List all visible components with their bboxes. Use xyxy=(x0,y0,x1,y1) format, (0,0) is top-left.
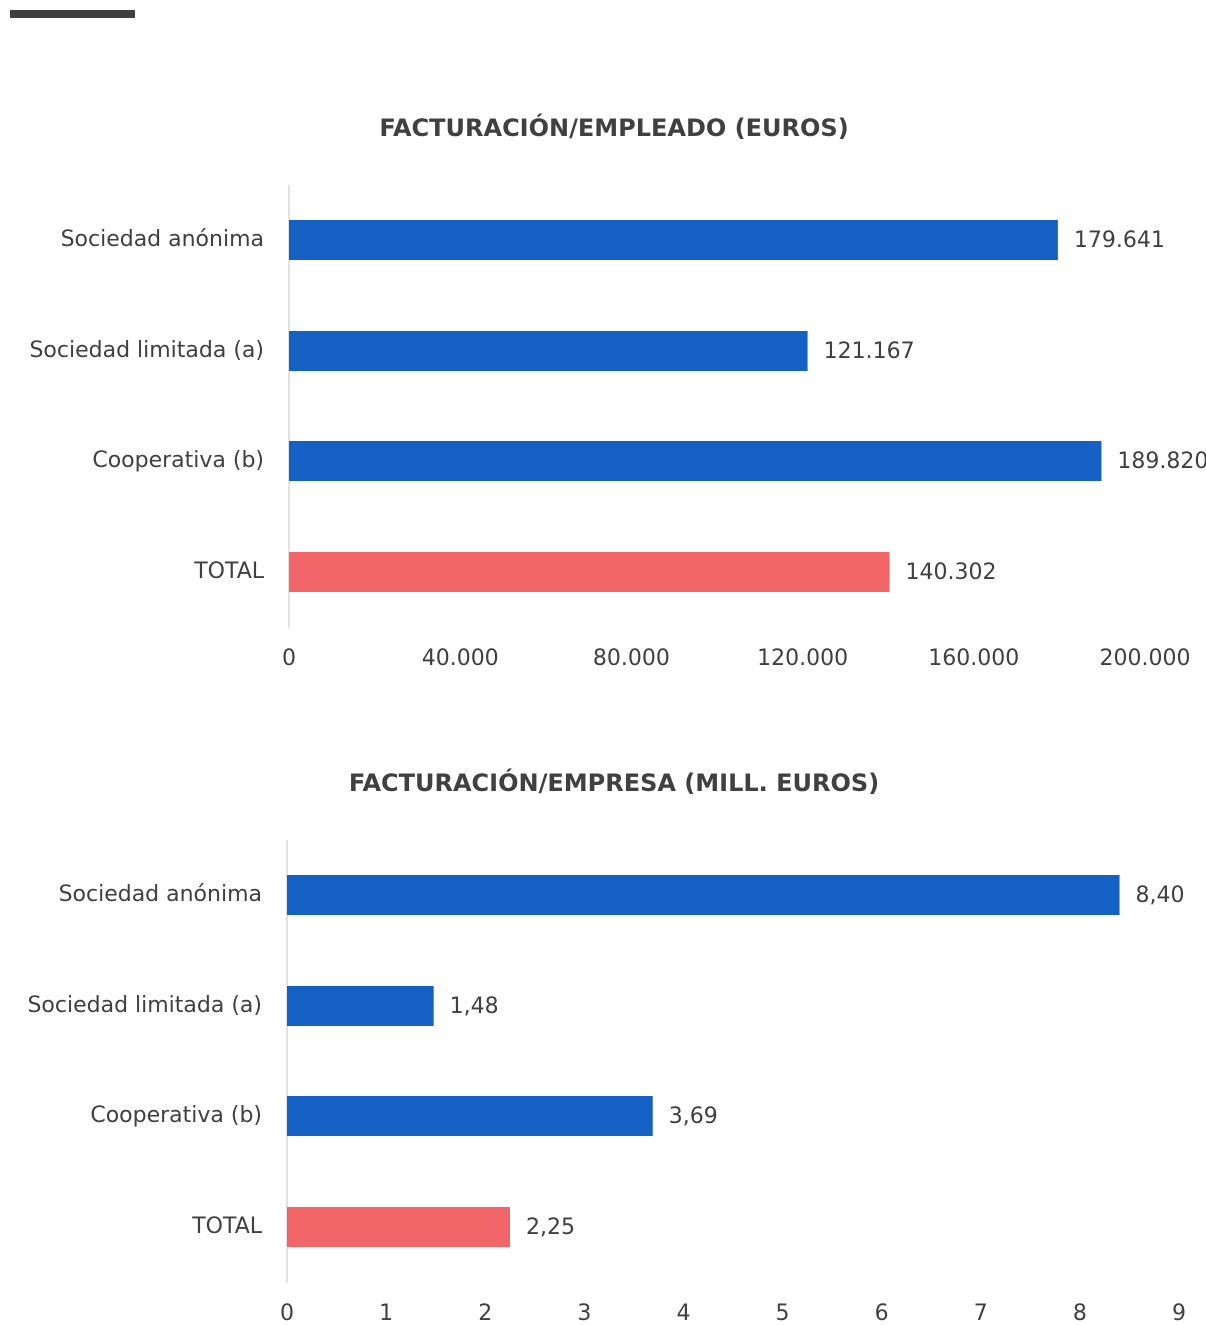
value-label: 1,48 xyxy=(450,994,499,1019)
value-label: 189.820 xyxy=(1117,449,1206,474)
category-label: Cooperativa (b) xyxy=(92,448,264,473)
bar xyxy=(287,875,1120,915)
x-tick-label: 9 xyxy=(1172,1301,1186,1325)
x-tick-label: 5 xyxy=(776,1301,790,1325)
x-tick-label: 40.000 xyxy=(422,646,499,671)
x-tick-label: 2 xyxy=(478,1301,492,1325)
x-tick-label: 3 xyxy=(577,1301,591,1325)
bar xyxy=(289,331,808,371)
x-tick-label: 200.000 xyxy=(1100,646,1191,671)
category-label: Sociedad anónima xyxy=(61,227,264,252)
category-label: TOTAL xyxy=(193,559,265,584)
category-label: Sociedad limitada (a) xyxy=(27,993,262,1018)
x-tick-label: 1 xyxy=(379,1301,393,1325)
value-label: 179.641 xyxy=(1074,228,1165,253)
x-tick-label: 120.000 xyxy=(757,646,848,671)
bar xyxy=(287,1096,653,1136)
category-label: TOTAL xyxy=(191,1214,263,1239)
chart-title: FACTURACIÓN/EMPLEADO (EUROS) xyxy=(379,112,848,142)
value-label: 140.302 xyxy=(905,560,996,585)
value-label: 121.167 xyxy=(824,339,915,364)
bar xyxy=(287,986,434,1026)
x-tick-label: 0 xyxy=(282,646,296,671)
x-tick-label: 8 xyxy=(1073,1301,1087,1325)
category-label: Sociedad anónima xyxy=(59,882,262,907)
x-tick-label: 6 xyxy=(875,1301,889,1325)
decor-bar xyxy=(10,10,135,18)
category-label: Sociedad limitada (a) xyxy=(29,338,264,363)
value-label: 8,40 xyxy=(1136,883,1185,908)
x-tick-label: 160.000 xyxy=(928,646,1019,671)
category-label: Cooperativa (b) xyxy=(90,1103,262,1128)
bar xyxy=(289,552,890,592)
x-tick-label: 4 xyxy=(676,1301,690,1325)
value-label: 2,25 xyxy=(526,1215,575,1240)
bar xyxy=(289,441,1102,481)
x-tick-label: 80.000 xyxy=(593,646,670,671)
value-label: 3,69 xyxy=(669,1104,718,1129)
bar xyxy=(287,1207,510,1247)
x-tick-label: 7 xyxy=(974,1301,988,1325)
x-tick-label: 0 xyxy=(280,1301,294,1325)
bar xyxy=(289,220,1058,260)
chart-title: FACTURACIÓN/EMPRESA (MILL. EUROS) xyxy=(349,767,879,797)
